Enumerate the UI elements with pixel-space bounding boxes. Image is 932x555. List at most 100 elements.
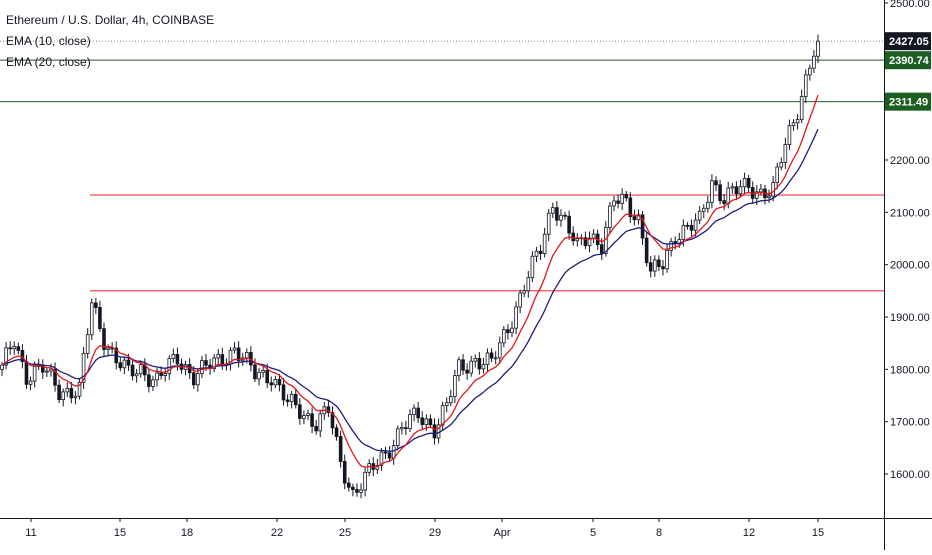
candle — [522, 284, 527, 298]
candle — [314, 419, 318, 435]
candle-body — [477, 358, 482, 370]
candle-body — [620, 193, 624, 204]
last-price-tag-label: 2427.05 — [889, 36, 929, 48]
candle-body — [799, 96, 804, 121]
candle — [628, 192, 633, 224]
candle-body — [191, 372, 196, 386]
candle-body — [563, 214, 567, 217]
x-tick-label: 15 — [812, 527, 824, 539]
candle-body — [538, 250, 543, 254]
candle-body — [326, 406, 331, 413]
candle — [763, 184, 767, 205]
candle — [489, 348, 494, 363]
candle — [767, 189, 771, 203]
candle — [485, 348, 490, 372]
candle-body — [489, 352, 494, 359]
candle — [791, 119, 796, 131]
candle-body — [497, 342, 502, 359]
candle-body — [163, 373, 168, 376]
candle-body — [338, 436, 343, 462]
candle-body — [518, 292, 522, 308]
price-axis[interactable]: 2500.00 2200.00 2100.00 2000.00 1900.00 1800.… — [884, 0, 932, 550]
candle-body — [469, 360, 473, 374]
candle — [367, 459, 371, 477]
candle — [465, 363, 469, 380]
candle — [526, 270, 531, 298]
candle — [220, 347, 225, 370]
candle-body — [816, 40, 820, 57]
candle — [710, 174, 714, 209]
time-axis[interactable]: 11 15 18 22 25 29 Apr 5 8 12 15 — [0, 518, 932, 550]
candle — [555, 200, 559, 226]
candle-body — [803, 74, 808, 97]
candle-body — [640, 214, 645, 239]
ema10-line — [1, 94, 819, 468]
candle — [787, 119, 792, 151]
candle-body — [624, 193, 629, 199]
candle-body — [465, 369, 469, 374]
candle-body — [648, 262, 653, 272]
candle-body — [701, 207, 706, 212]
candle-body — [367, 463, 371, 473]
candle-body — [77, 381, 82, 397]
candle — [436, 418, 441, 444]
candle-body — [49, 368, 53, 372]
candle-body — [269, 382, 274, 386]
ema10-legend[interactable]: EMA (10, close) — [6, 34, 91, 48]
price-axis-bg — [884, 0, 932, 550]
candle — [412, 404, 416, 422]
candle-body — [85, 334, 90, 354]
candle-body — [448, 396, 453, 404]
level-upper-tag: 2390.74 — [885, 51, 931, 70]
candle — [579, 234, 584, 246]
candle — [718, 180, 722, 205]
level-lower-tag-bg — [885, 92, 931, 111]
candle-body — [244, 352, 249, 359]
candle — [216, 349, 221, 365]
candle — [200, 356, 204, 379]
candle — [265, 363, 269, 388]
candle-body — [126, 359, 131, 366]
candle-body — [118, 362, 123, 369]
candle-body — [310, 413, 314, 427]
ema20-legend[interactable]: EMA (20, close) — [6, 55, 91, 69]
candle — [342, 454, 347, 490]
candle-body — [734, 186, 739, 195]
candle-body — [236, 347, 241, 362]
level-upper-tag-bg — [885, 51, 931, 70]
candle-body — [555, 207, 559, 221]
candle-body — [387, 452, 392, 459]
y-tick-label: 2000.00 — [890, 260, 930, 272]
candle-body — [742, 178, 747, 188]
y-tick-label: 2500.00 — [890, 0, 930, 10]
candle — [81, 346, 86, 389]
candle — [693, 213, 698, 237]
candle-body — [334, 427, 339, 437]
candle-body — [147, 374, 151, 387]
candle — [400, 421, 404, 435]
candle-body — [669, 241, 673, 251]
candle-body — [693, 219, 698, 231]
candle — [408, 409, 412, 433]
candle — [338, 430, 343, 468]
candle-body — [522, 290, 527, 294]
candle-body — [395, 428, 400, 447]
candle-body — [453, 375, 457, 397]
candle — [632, 209, 637, 226]
candle — [661, 259, 665, 276]
candle-body — [16, 346, 21, 351]
symbol-title[interactable]: Ethereum / U.S. Dollar, 4h, COINBASE — [6, 13, 215, 27]
candle-body — [493, 357, 498, 360]
candle — [473, 354, 478, 368]
candle — [457, 356, 461, 382]
candle — [648, 256, 653, 278]
candle-body — [122, 359, 127, 369]
candle-body — [81, 352, 86, 383]
candle — [45, 367, 49, 377]
candle-body — [212, 357, 216, 370]
candle-body — [261, 370, 265, 373]
candle — [706, 195, 710, 213]
candle-body — [685, 224, 690, 227]
candle — [738, 179, 743, 198]
candle — [85, 328, 90, 359]
